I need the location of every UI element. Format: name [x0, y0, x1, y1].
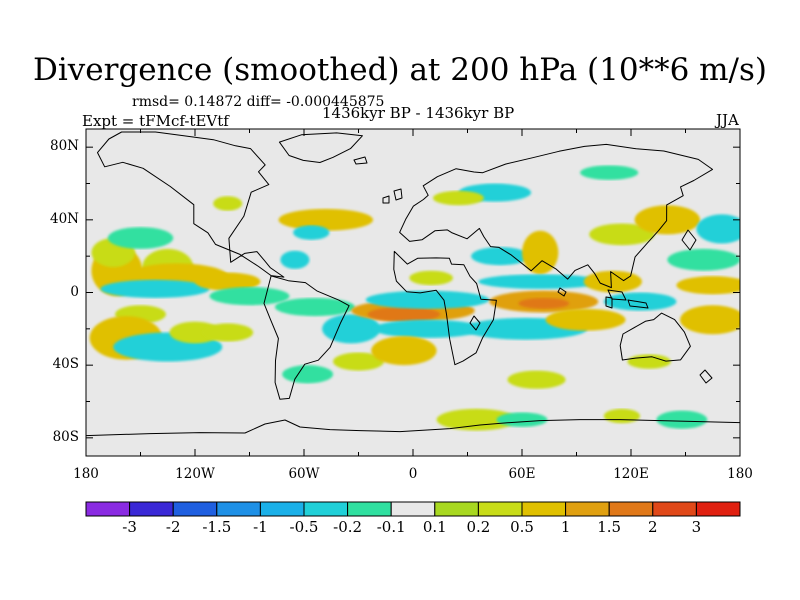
colorbar-label: 0.5	[510, 518, 534, 536]
colorbar-swatch	[477, 501, 523, 517]
anomaly-region-24	[371, 336, 437, 366]
anomaly-region-19	[333, 352, 384, 371]
north-america-coast	[97, 131, 285, 278]
anomaly-region-5	[100, 279, 210, 298]
colorbar-swatch	[172, 501, 218, 517]
colorbar-swatch	[216, 501, 261, 517]
colorbar-swatch	[695, 501, 741, 517]
anomaly-region-48	[603, 408, 641, 424]
season-label: JJA	[716, 111, 739, 129]
anomaly-region-43	[580, 165, 639, 180]
anomaly-region-18	[282, 365, 334, 384]
colorbar-label: -1.5	[202, 518, 232, 536]
anomaly-region-46	[436, 408, 517, 431]
lon-label: 60E	[508, 466, 536, 482]
colorbar-label: -0.5	[289, 518, 319, 536]
lon-label: 120W	[175, 466, 215, 482]
anomaly-region-15	[280, 250, 310, 269]
axis-ticks	[85, 129, 741, 456]
divergence-field	[89, 165, 740, 431]
eurasia-africa-coast	[393, 143, 713, 366]
colorbar-label: 3	[691, 518, 702, 536]
colorbar-swatch	[652, 501, 697, 517]
anomaly-region-11	[209, 287, 290, 306]
anomaly-region-49	[656, 410, 708, 429]
anomaly-region-39	[667, 248, 740, 271]
lat-label: 40S	[52, 356, 79, 373]
anomaly-region-21	[367, 307, 441, 322]
colorbar-swatch	[608, 501, 654, 517]
anomaly-region-47	[496, 412, 548, 427]
lat-label: 0	[70, 283, 79, 300]
colorbar-label: 1	[560, 518, 571, 536]
colorbar-swatch	[521, 501, 567, 517]
colorbar-swatch	[259, 501, 305, 517]
colorbar-label: -2	[165, 518, 181, 536]
colorbar-swatch	[434, 501, 479, 517]
anomaly-region-2	[107, 227, 174, 249]
colorbar-label: 0.2	[466, 518, 491, 536]
lat-label: 40N	[50, 210, 79, 227]
colorbar-label: -1	[253, 518, 268, 536]
lat-label: 80S	[52, 428, 79, 445]
stats-text: rmsd= 0.14872 diff= -0.000445875	[132, 94, 385, 110]
lon-label: 180	[73, 466, 99, 482]
map-title: Divergence (smoothed) at 200 hPa (10**6 …	[33, 52, 767, 88]
anomaly-region-27	[432, 190, 484, 206]
anomaly-region-25	[409, 270, 453, 286]
colorbar-swatch	[303, 501, 349, 517]
australia-coast	[619, 312, 691, 362]
colorbar-swatch	[565, 501, 610, 517]
anomaly-region-42	[696, 214, 740, 244]
islands-coast	[353, 156, 713, 384]
anomaly-region-23	[373, 319, 483, 338]
anomaly-region-31	[518, 297, 570, 309]
colorbar-swatch	[129, 501, 174, 517]
anomaly-region-28	[471, 247, 530, 266]
south-america-coast	[263, 275, 350, 400]
anomaly-region-13	[278, 208, 374, 231]
anomaly-region-16	[274, 297, 355, 317]
colorbar-label: -3	[122, 518, 137, 536]
colorbar-label: -0.1	[376, 518, 406, 536]
lon-label: 120E	[613, 466, 649, 482]
anomaly-region-29	[522, 230, 559, 275]
anomaly-region-34	[545, 308, 626, 331]
anomaly-region-10	[195, 272, 261, 291]
anomaly-region-45	[507, 370, 566, 389]
anomaly-region-14	[293, 225, 330, 240]
colorbar-label: -0.2	[333, 518, 363, 536]
anomaly-region-12	[202, 323, 254, 342]
colorbar-swatch	[85, 501, 131, 517]
anomaly-region-44	[627, 354, 671, 369]
greenland-coast	[278, 132, 363, 163]
anomaly-region-40	[676, 276, 740, 295]
experiment-label: Expt = tFMcf-tEVtf	[82, 112, 229, 130]
coastlines	[86, 131, 740, 437]
anomaly-region-41	[680, 305, 740, 335]
lon-label: 0	[408, 466, 418, 482]
lon-label: 60W	[288, 466, 320, 482]
anomaly-region-32	[478, 274, 602, 289]
anomaly-region-22	[365, 290, 490, 309]
colorbar-swatch	[390, 501, 436, 517]
anomaly-region-35	[583, 270, 642, 293]
colorbar	[85, 501, 741, 517]
colorbar-label: 2	[648, 518, 658, 536]
antarctica-coast	[86, 419, 740, 437]
colorbar-label: 0.1	[422, 518, 447, 536]
anomaly-region-50	[213, 196, 243, 211]
anomaly-region-38	[634, 205, 701, 235]
colorbar-swatch	[347, 501, 392, 517]
lon-label: 180	[727, 466, 753, 482]
lat-label: 80N	[50, 138, 79, 155]
period-label: 1436kyr BP - 1436kyr BP	[322, 104, 515, 122]
anomaly-region-17	[322, 314, 381, 344]
colorbar-label: 1.5	[597, 518, 622, 536]
anomaly-region-37	[589, 223, 655, 246]
